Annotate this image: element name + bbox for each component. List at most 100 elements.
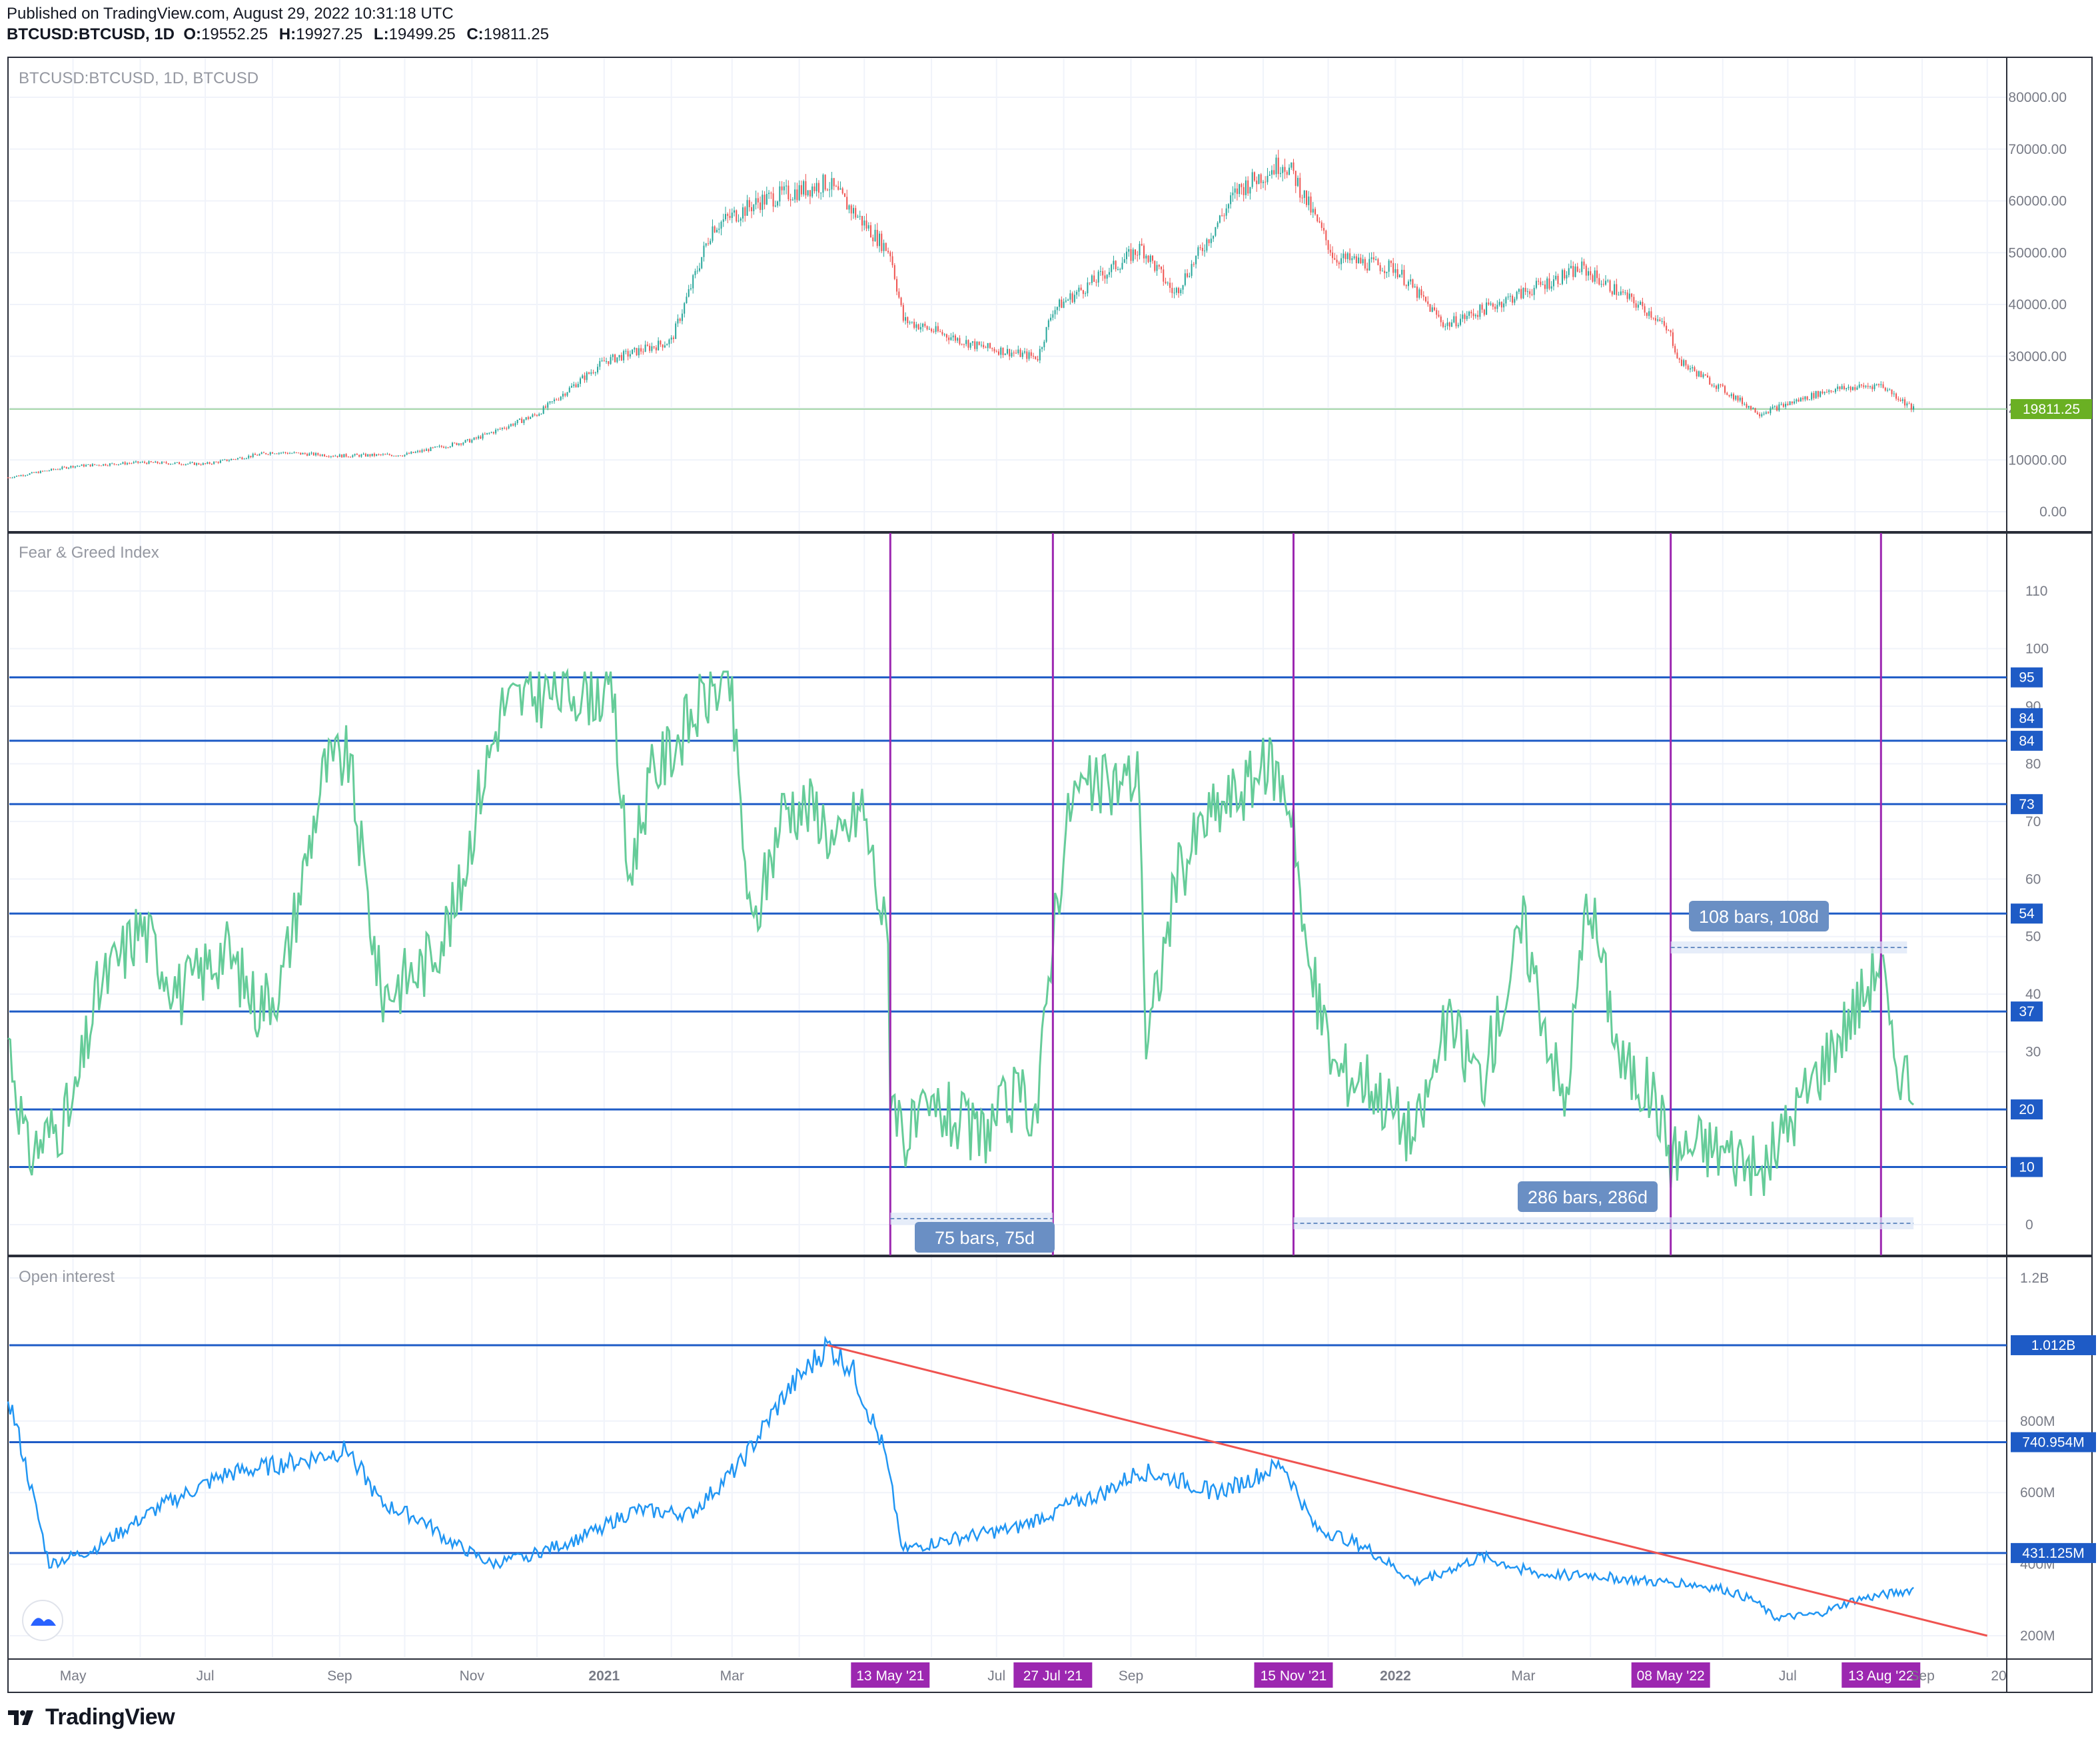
candle-body (1772, 406, 1774, 408)
candle-body (1171, 288, 1173, 293)
candle-body (1706, 375, 1708, 378)
candle-body (1526, 291, 1528, 292)
candle-body (1332, 253, 1334, 259)
candle-body (46, 470, 48, 472)
candle-body (384, 454, 386, 455)
candle-body (601, 360, 603, 361)
candle-body (1189, 276, 1191, 277)
time-tick-label: Sep (327, 1668, 352, 1684)
price-pane-title: BTCUSD:BTCUSD, 1D, BTCUSD (19, 69, 259, 87)
candle-body (1173, 292, 1175, 294)
fg-level-value: 84 (2019, 711, 2035, 726)
candle-body (1323, 228, 1325, 231)
candle-body (1462, 314, 1464, 319)
candle-body (1379, 265, 1381, 271)
candle-body (1631, 293, 1633, 297)
candle-body (1336, 259, 1338, 263)
candle-body (430, 447, 432, 452)
candle-body (179, 462, 181, 464)
candle-body (1195, 255, 1197, 265)
candle-body (321, 454, 323, 456)
candle-body (1566, 275, 1568, 279)
candle-body (1073, 294, 1075, 302)
candle-body (597, 366, 599, 372)
candle-body (983, 344, 985, 348)
candle-body (250, 456, 252, 458)
candle-body (1429, 304, 1431, 312)
candle-body (1787, 403, 1789, 405)
oi-level-tag (2011, 1432, 2096, 1452)
candle-body (1217, 223, 1219, 227)
candle-body (1635, 303, 1637, 308)
candle-body (1113, 261, 1115, 265)
candle-body (896, 279, 898, 292)
candle-body (658, 340, 660, 350)
candle-body (189, 462, 191, 464)
candle-body (1550, 286, 1552, 289)
candle-body (1830, 390, 1832, 392)
candle-body (560, 396, 562, 400)
candle-body (859, 216, 861, 217)
date-range-callout (1518, 1181, 1658, 1212)
candle-body (1080, 287, 1082, 290)
candle-body (286, 452, 288, 454)
candle-body (1540, 281, 1542, 285)
candle-body (148, 461, 150, 464)
candle-body (582, 375, 584, 378)
price-tick-label: 50000.00 (2008, 245, 2067, 261)
candle-body (1119, 269, 1121, 270)
candle-body (967, 340, 969, 348)
candle-body (508, 426, 510, 429)
candle-body (933, 331, 935, 332)
candle-body (1320, 222, 1322, 229)
candle-body (1059, 299, 1061, 307)
candle-body (720, 221, 722, 229)
candle-body (1884, 387, 1886, 391)
candle-body (1633, 296, 1635, 304)
candle-body (1253, 172, 1255, 181)
candle-body (25, 475, 27, 476)
candle-body (1282, 167, 1284, 173)
candle-body (1670, 330, 1672, 332)
tradingview-brand[interactable]: TradingView (8, 1704, 175, 1730)
candle-body (1737, 396, 1739, 401)
time-tick-label: 2021 (588, 1668, 620, 1684)
candle-body (1854, 387, 1856, 390)
candle-body (935, 326, 937, 332)
fg-level-tag (2011, 1157, 2043, 1177)
candle-body (1165, 281, 1167, 284)
candle-body (1880, 384, 1882, 386)
candle-body (618, 354, 620, 358)
fg-level-tag (2011, 667, 2043, 688)
fear-greed-pane[interactable]: 75 bars, 75d 286 bars, 286d 108 bars, 108d (7, 533, 2007, 1255)
candle-body (235, 459, 237, 460)
candle-body (1496, 304, 1498, 309)
candle-body (1063, 301, 1065, 308)
candle-body (1546, 278, 1548, 289)
candle-body (1197, 247, 1199, 256)
candle-body (1308, 196, 1310, 205)
candle-body (748, 200, 750, 207)
candle-body (703, 245, 705, 257)
trend-line (827, 1344, 1988, 1637)
candle-body (710, 241, 712, 245)
candle-body (575, 384, 577, 388)
candle-body (1728, 394, 1730, 396)
candle-body (1037, 358, 1039, 360)
candle-body (1637, 304, 1639, 308)
oi-tick-label: 1.2B (2020, 1271, 2049, 1286)
fg-level-value: 10 (2019, 1160, 2034, 1175)
candle-body (1147, 255, 1149, 263)
fg-tick-label: 100 (2025, 641, 2049, 656)
candle-body (1087, 282, 1089, 294)
candle-body (590, 372, 592, 374)
candle-body (1143, 245, 1145, 259)
open-interest-pane[interactable] (7, 1335, 2007, 1641)
candle-body (1360, 257, 1362, 264)
candle-body (813, 186, 815, 191)
candle-body (1843, 386, 1845, 390)
candle-body (1722, 384, 1724, 386)
oi-level-value: 740.954M (2022, 1435, 2084, 1451)
price-pane[interactable] (7, 149, 2007, 478)
